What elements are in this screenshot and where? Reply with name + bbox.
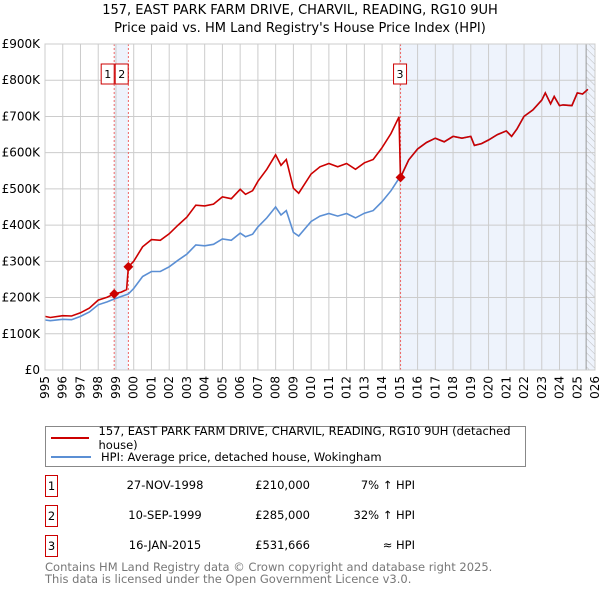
sale-label: 1 (104, 68, 111, 81)
y-tick-label: £700K (2, 109, 42, 123)
x-tick-label: 2022 (517, 376, 531, 400)
x-tick-label: 2010 (304, 376, 318, 400)
legend-swatch-property (51, 437, 89, 439)
legend-swatch-hpi (51, 456, 91, 458)
x-tick-label: 2012 (340, 376, 354, 400)
x-tick-label: 2019 (464, 376, 478, 400)
plot-border (44, 43, 596, 371)
x-tick-label: 2007 (251, 376, 265, 400)
x-tick-label: 2005 (215, 376, 229, 400)
y-tick-label: £600K (2, 146, 42, 160)
x-tick-label: 2003 (180, 376, 194, 400)
x-tick-label: 2002 (162, 376, 176, 400)
shade-region-3 (400, 44, 595, 370)
y-tick-label: £400K (2, 218, 42, 232)
transaction-hpi: 32% ↑ HPI (353, 508, 415, 522)
transaction-date: 10-SEP-1999 (128, 508, 202, 522)
sale-label-box (100, 63, 115, 85)
x-tick-label: 2009 (286, 376, 300, 400)
x-tick-label: 2021 (499, 376, 513, 400)
transaction-date: 27-NOV-1998 (126, 478, 204, 492)
footer-copyright: Contains HM Land Registry data © Crown c… (45, 560, 493, 574)
transaction-price: £285,000 (255, 508, 310, 522)
transaction-price: £531,666 (255, 538, 310, 552)
transaction-hpi: ≈ HPI (382, 538, 415, 552)
x-tick-label: 2025 (570, 376, 584, 400)
legend: 157, EAST PARK FARM DRIVE, CHARVIL, READ… (45, 424, 526, 467)
transaction-number: 1 (45, 475, 58, 497)
sale-point (395, 172, 406, 183)
x-tick-label: 2020 (482, 376, 496, 400)
x-tick-label: 2004 (198, 376, 212, 400)
x-tick-label: 2008 (269, 376, 283, 400)
x-tick-label: 1995 (38, 376, 52, 400)
chart-subtitle: Price paid vs. HM Land Registry's House … (114, 21, 486, 36)
y-tick-label: £100K (2, 327, 42, 341)
forecast-hatch (586, 44, 595, 370)
legend-label-hpi: HPI: Average price, detached house, Woki… (101, 450, 382, 464)
x-tick-label: 2006 (233, 376, 247, 400)
chart-title: 157, EAST PARK FARM DRIVE, CHARVIL, READ… (102, 3, 498, 18)
price-chart: 1995 1996 1997 1998 1999 2000 2001 2002 2003 2004… (2, 37, 600, 400)
legend-label-property: 157, EAST PARK FARM DRIVE, CHARVIL, READ… (98, 424, 511, 452)
y-tick-label: £800K (2, 73, 42, 87)
x-tick-label: 1997 (73, 376, 87, 400)
x-tick-label: 2015 (393, 376, 407, 400)
transaction-hpi: 7% ↑ HPI (360, 478, 415, 492)
x-tick-label: 2016 (411, 376, 425, 400)
sale-label-box (114, 63, 129, 85)
legend-item-hpi: HPI: Average price, detached house, Woki… (51, 448, 382, 466)
sale-label: 2 (118, 68, 125, 81)
transaction-number: 3 (45, 535, 58, 557)
y-tick-label: £500K (2, 182, 42, 196)
shade-region-1-2 (114, 44, 129, 370)
x-tick-label: 2013 (357, 376, 371, 400)
x-tick-label: 2017 (428, 376, 442, 400)
footer-licence: This data is licensed under the Open Gov… (45, 572, 412, 586)
transaction-date: 16-JAN-2015 (128, 538, 202, 552)
x-tick-label: 2018 (446, 376, 460, 400)
y-tick-label: £200K (2, 291, 42, 305)
x-tick-label: 2000 (127, 376, 141, 400)
y-tick-label: £0 (25, 363, 40, 377)
transaction-price: £210,000 (255, 478, 310, 492)
x-tick-label: 1998 (91, 376, 105, 400)
sale-label: 3 (397, 68, 404, 81)
sale-label-box (393, 63, 408, 85)
x-tick-label: 2011 (322, 376, 336, 400)
x-tick-label: 2026 (588, 376, 600, 400)
x-tick-label: 2014 (375, 376, 389, 400)
x-tick-label: 2024 (553, 376, 567, 400)
y-tick-label: £900K (2, 37, 42, 51)
x-tick-label: 2023 (535, 376, 549, 400)
transaction-number: 2 (45, 505, 58, 527)
x-tick-label: 1996 (56, 376, 70, 400)
legend-item-property: 157, EAST PARK FARM DRIVE, CHARVIL, READ… (51, 424, 525, 452)
x-tick-label: 1999 (109, 376, 123, 400)
x-tick-label: 2001 (144, 376, 158, 400)
y-tick-label: £300K (2, 254, 42, 268)
series-line-property (44, 88, 589, 319)
